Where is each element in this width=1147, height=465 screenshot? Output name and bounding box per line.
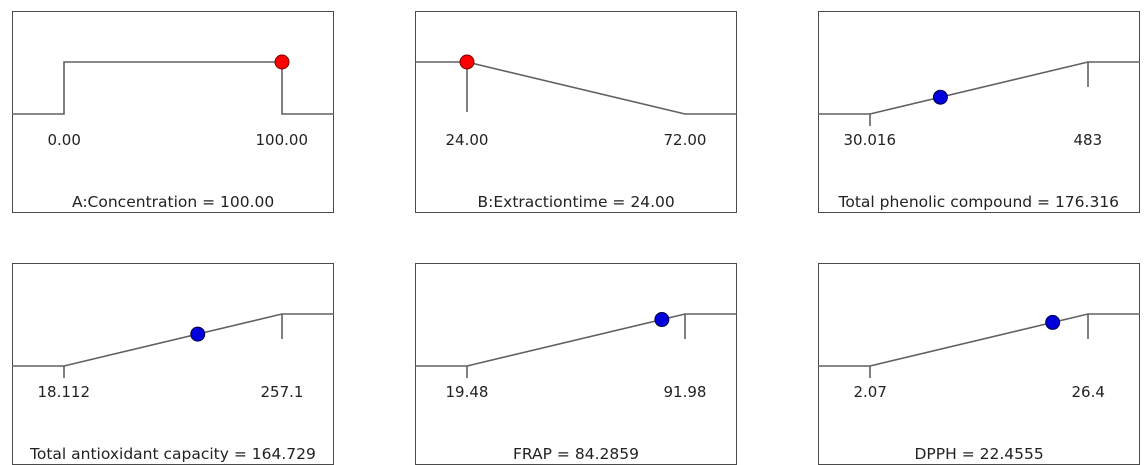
current-value-marker: [654, 312, 670, 328]
ramp-plot: [415, 263, 737, 465]
ramp-panel-4: 18.112 257.1 Total antioxidant capacity = …: [12, 263, 334, 465]
max-value-label: 483: [1073, 131, 1103, 149]
ramp-panel-2: 24.00 72.00 B:Extractiontime = 24.00: [415, 11, 737, 213]
max-value-label: 257.1: [260, 383, 304, 401]
ramp-panel-6: 2.07 26.4 DPPH = 22.4555: [818, 263, 1140, 465]
current-value-marker: [190, 326, 206, 342]
current-value-marker: [274, 54, 290, 70]
ramp-plot: [818, 11, 1140, 213]
ramp-panel-1: 0.00 100.00 A:Concentration = 100.00: [12, 11, 334, 213]
panel-title: Total antioxidant capacity = 164.729: [30, 445, 316, 463]
panel-title: DPPH = 22.4555: [914, 445, 1044, 463]
ramp-panel-3: 30.016 483 Total phenolic compound = 176.3…: [818, 11, 1140, 213]
desirability-ramp-line: [12, 61, 334, 115]
panel-title: B:Extractiontime = 24.00: [477, 193, 675, 211]
panel-frame: [12, 11, 334, 213]
panel-frame: [12, 263, 334, 465]
max-value-label: 100.00: [255, 131, 309, 149]
panel-frame: [818, 263, 1140, 465]
desirability-ramp-line: [415, 61, 737, 115]
panel-frame: [415, 11, 737, 213]
min-value-label: 24.00: [445, 131, 489, 149]
panel-title: Total phenolic compound = 176.316: [838, 193, 1120, 211]
ramp-plot: [12, 263, 334, 465]
current-value-marker: [459, 54, 475, 70]
desirability-ramp-line: [415, 313, 737, 367]
desirability-ramp-line: [818, 313, 1140, 367]
current-value-marker: [932, 89, 948, 105]
min-value-label: 0.00: [47, 131, 81, 149]
max-value-label: 72.00: [663, 131, 707, 149]
max-value-label: 26.4: [1071, 383, 1105, 401]
min-value-label: 19.48: [445, 383, 489, 401]
min-value-label: 30.016: [843, 131, 897, 149]
panel-title: A:Concentration = 100.00: [72, 193, 275, 211]
desirability-ramp-line: [818, 61, 1140, 115]
current-value-marker: [1045, 314, 1061, 330]
ramp-panel-5: 19.48 91.98 FRAP = 84.2859: [415, 263, 737, 465]
panel-frame: [818, 11, 1140, 213]
desirability-ramp-line: [12, 313, 334, 367]
ramp-plot: [12, 11, 334, 213]
ramp-plot: [415, 11, 737, 213]
max-value-label: 91.98: [663, 383, 707, 401]
panel-frame: [415, 263, 737, 465]
ramp-plot: [818, 263, 1140, 465]
min-value-label: 18.112: [37, 383, 91, 401]
min-value-label: 2.07: [853, 383, 887, 401]
panel-title: FRAP = 84.2859: [513, 445, 639, 463]
